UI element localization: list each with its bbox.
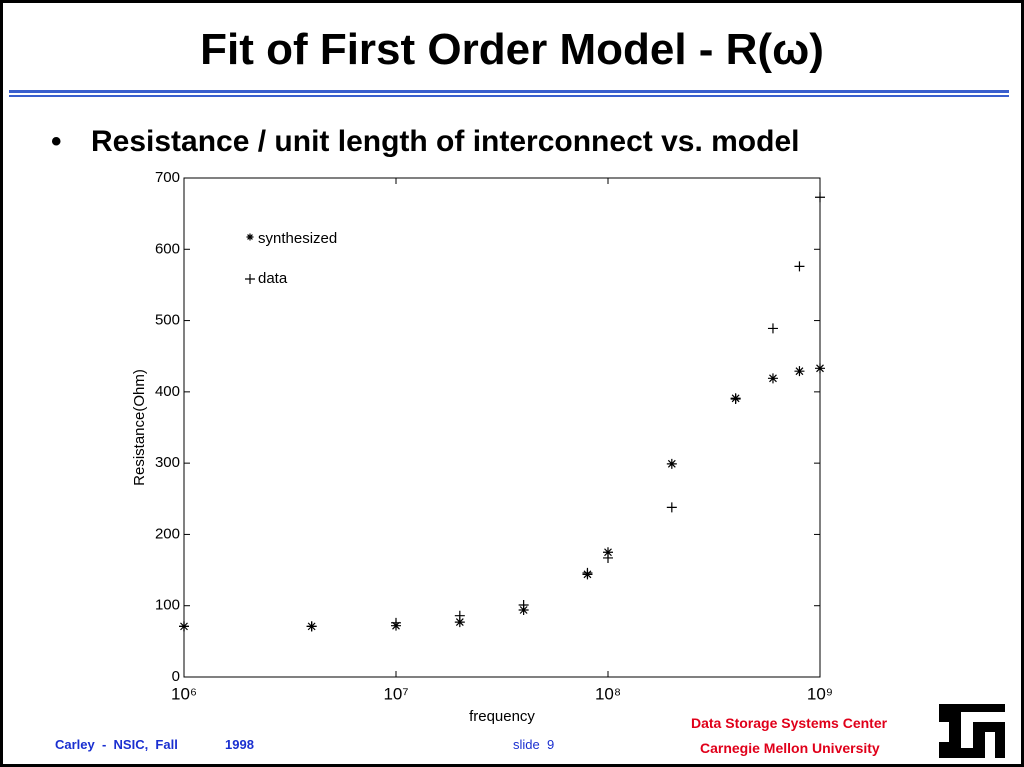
legend-label: data (258, 270, 288, 287)
point (794, 261, 805, 272)
point (815, 363, 825, 374)
x-tick-label: 10⁷ (383, 684, 408, 703)
y-tick-label: 100 (155, 597, 180, 614)
y-tick-label: 500 (155, 312, 180, 329)
x-tick-label: 10⁹ (807, 684, 833, 703)
legend-symbol (246, 233, 254, 241)
point (666, 502, 677, 513)
point (666, 458, 677, 469)
rule (9, 95, 1009, 97)
y-tick-label: 200 (155, 525, 180, 542)
point (603, 547, 613, 558)
x-tick-label: 10⁸ (595, 684, 621, 703)
rule (9, 90, 1009, 93)
legend-symbol (245, 274, 255, 284)
y-tick-label: 700 (155, 169, 180, 186)
y-axis-label: Resistance(Ohm) (131, 369, 148, 486)
point (306, 621, 317, 632)
point (767, 373, 778, 384)
footer-left: Carley - NSIC, Fall (55, 737, 178, 752)
point (582, 567, 593, 578)
org-line: Carnegie Mellon University (700, 740, 880, 756)
plot-frame (183, 177, 821, 678)
y-tick-label: 600 (155, 240, 180, 257)
point (767, 323, 778, 334)
point (454, 617, 465, 628)
point (815, 192, 825, 203)
org-line: Data Storage Systems Center (691, 715, 888, 731)
y-tick-label: 300 (155, 454, 180, 471)
point (603, 552, 613, 563)
bullet-dot: • (51, 125, 62, 158)
footer-year: 1998 (225, 737, 254, 752)
x-tick-label: 10⁶ (171, 684, 197, 703)
point (518, 600, 529, 611)
slide-title: Fit of First Order Model - R(ω) (200, 25, 824, 74)
point (794, 366, 805, 377)
chart: 0 100 200 300 400 500 600 700 10⁶ 10⁷ 10⁸ 10⁹ freque… (131, 169, 833, 725)
point (179, 621, 189, 632)
y-tick-label: 0 (172, 668, 180, 685)
point (454, 610, 465, 621)
slide-number: slide 9 (513, 737, 555, 752)
x-axis-label: frequency (469, 708, 535, 725)
legend-label: synthesized (258, 230, 337, 247)
point (730, 393, 741, 404)
logo (939, 704, 1005, 758)
bullet-text: Resistance / unit length of interconnect… (91, 125, 800, 158)
y-tick-label: 400 (155, 383, 180, 400)
point (391, 617, 401, 628)
